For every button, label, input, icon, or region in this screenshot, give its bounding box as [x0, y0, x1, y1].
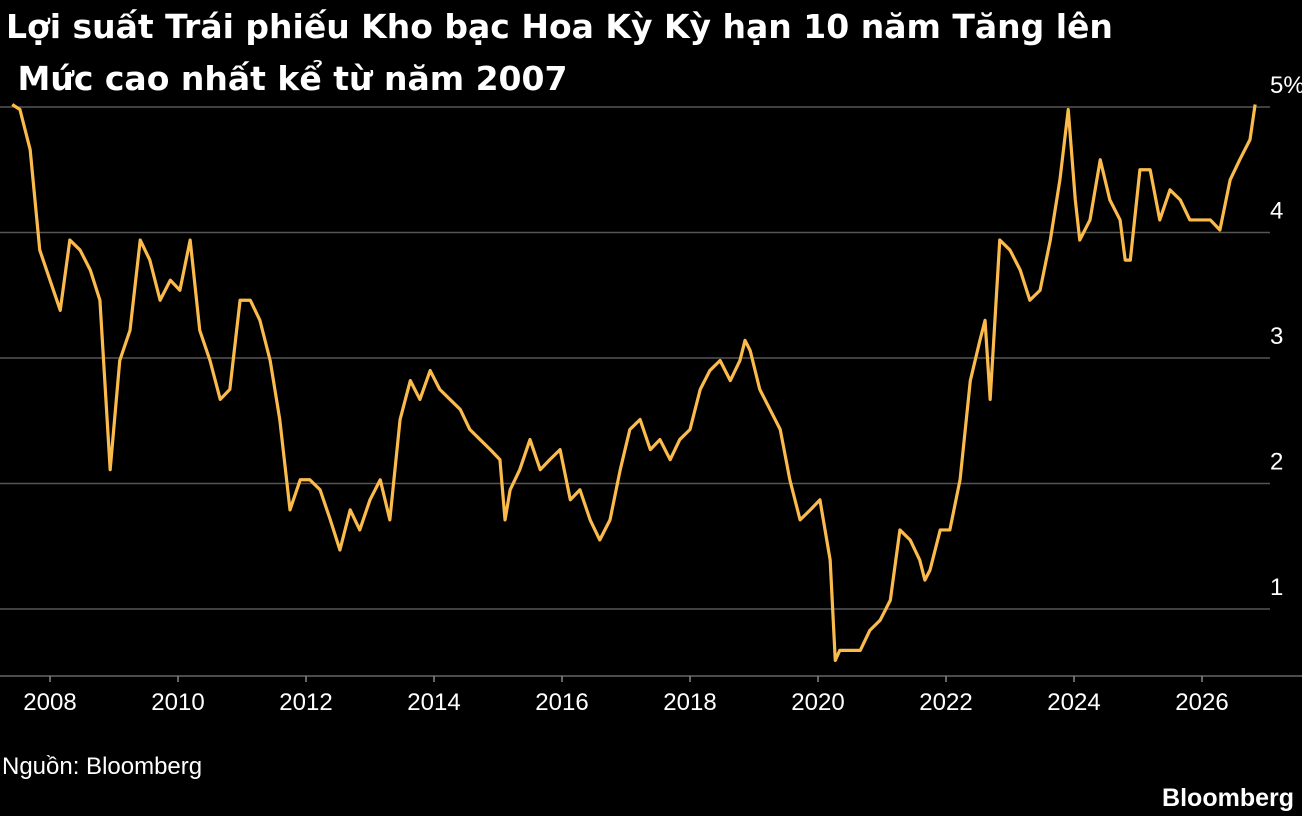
- x-tick-label: 2016: [535, 689, 588, 716]
- x-tick-label: 2008: [23, 689, 76, 716]
- x-tick-label: 2018: [663, 689, 716, 716]
- y-tick-label: 3: [1270, 323, 1283, 350]
- y-tick-label: 2: [1270, 449, 1283, 476]
- y-tick-label: 1: [1270, 574, 1283, 601]
- x-tick-label: 2020: [791, 689, 844, 716]
- source: Nguồn: Bloomberg: [2, 753, 202, 780]
- chart-title: Mức cao nhất kể từ năm 2007: [6, 58, 567, 98]
- brand: Bloomberg: [1162, 784, 1294, 812]
- x-tick-label: 2012: [279, 689, 332, 716]
- yield-line: [11, 103, 1257, 663]
- x-tick-label: 2010: [151, 689, 204, 716]
- x-tick-label: 2024: [1047, 689, 1100, 716]
- chart-title: Lợi suất Trái phiếu Kho bạc Hoa Kỳ Kỳ hạ…: [6, 7, 1113, 46]
- x-tick-label: 2022: [919, 689, 972, 716]
- x-tick-label: 2026: [1175, 689, 1228, 716]
- y-tick-label: 5%: [1270, 72, 1302, 99]
- x-tick-label: 2014: [407, 689, 460, 716]
- y-tick-label: 4: [1270, 198, 1283, 225]
